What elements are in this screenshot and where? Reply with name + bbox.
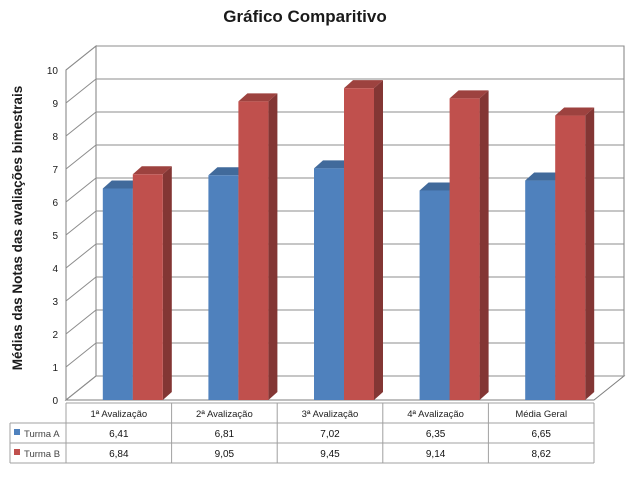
bar-top <box>449 90 489 99</box>
y-axis-label: Médias das Notas das avaliações bimestra… <box>10 86 25 370</box>
x-tick-label: 4ª Avalização <box>407 409 464 420</box>
bar-top <box>344 80 383 89</box>
gridline <box>65 78 624 104</box>
bar <box>525 180 556 400</box>
data-label: 6,41 <box>109 429 129 440</box>
bar-top <box>102 180 142 189</box>
x-tick-label: 2ª Avalização <box>196 409 253 420</box>
legend-label: Turma B <box>24 449 60 460</box>
bar-top <box>314 160 353 169</box>
gridline <box>65 177 624 203</box>
bar <box>238 101 269 400</box>
data-label: 6,84 <box>109 449 129 460</box>
legend-swatch <box>14 449 20 455</box>
bar <box>555 115 586 400</box>
data-label: 9,05 <box>215 449 235 460</box>
legend-label: Turma A <box>24 429 60 440</box>
bar <box>102 188 133 400</box>
y-tick-label: 0 <box>52 396 58 407</box>
y-tick-label: 7 <box>52 165 58 176</box>
gridline <box>65 45 624 71</box>
x-tick-label: 1ª Avalização <box>90 409 147 420</box>
bar-side <box>374 80 383 401</box>
bar-top <box>208 167 248 176</box>
data-label: 6,81 <box>215 429 235 440</box>
data-label: 7,02 <box>320 429 340 440</box>
bar <box>314 168 344 400</box>
x-tick-label: 3ª Avalização <box>302 409 359 420</box>
bar-side <box>162 166 172 400</box>
bar-top <box>525 172 565 181</box>
bar-top <box>555 107 595 116</box>
y-tick-label: 4 <box>52 264 58 275</box>
data-label: 6,35 <box>426 429 446 440</box>
y-tick-label: 10 <box>47 66 59 77</box>
y-tick-label: 6 <box>52 198 58 209</box>
y-tick-label: 5 <box>52 231 58 242</box>
bar-side <box>479 90 489 400</box>
chart-title: Gráfico Comparitivo <box>223 7 386 26</box>
bar <box>419 190 450 400</box>
bar <box>132 174 163 400</box>
y-tick-label: 2 <box>52 330 58 341</box>
y-tick-label: 1 <box>52 363 58 374</box>
x-tick-label: Média Geral <box>515 409 567 420</box>
bar-side <box>268 93 278 400</box>
bar <box>344 88 374 401</box>
y-tick-label: 8 <box>52 132 58 143</box>
data-label: 8,62 <box>531 449 551 460</box>
bar-top <box>238 93 278 102</box>
bar-top <box>132 166 172 175</box>
bar <box>208 175 239 400</box>
bar-side <box>585 107 595 400</box>
y-tick-label: 3 <box>52 297 58 308</box>
data-label: 6,65 <box>531 429 551 440</box>
bar <box>449 98 480 400</box>
y-tick-label: 9 <box>52 99 58 110</box>
gridline <box>65 111 624 137</box>
legend-swatch <box>14 429 20 435</box>
data-label: 9,45 <box>320 449 340 460</box>
bar-top <box>419 182 459 191</box>
gridline <box>65 144 624 170</box>
data-label: 9,14 <box>426 449 446 460</box>
